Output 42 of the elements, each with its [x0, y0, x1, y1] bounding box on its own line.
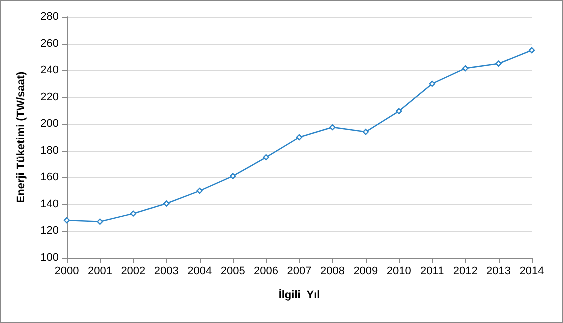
point: [528, 47, 536, 54]
point: [230, 173, 236, 180]
y-axis-title: Enerji Tüketimi (TW/saat): [16, 71, 28, 204]
point: [396, 108, 402, 114]
y-tick-label: 220: [40, 91, 59, 104]
x-tick-label: 2010: [386, 266, 412, 278]
x-tick-label: 2001: [88, 266, 112, 278]
x-tick-label: 2009: [354, 266, 378, 278]
x-tick-label: 2011: [420, 266, 444, 278]
x-tick-label: 2002: [121, 266, 146, 278]
y-tick-label: 100: [40, 252, 59, 264]
y-tick-label: 140: [40, 198, 59, 210]
x-tick-label: 2008: [320, 266, 345, 278]
y-tick-label: 200: [40, 118, 59, 130]
point: [330, 124, 336, 131]
point: [97, 218, 104, 225]
point: [462, 65, 469, 72]
point: [64, 217, 70, 224]
x-tick-label: 2005: [220, 266, 246, 278]
point: [429, 80, 436, 88]
y-tick-label: 260: [40, 38, 59, 50]
y-tick-label: 160: [40, 172, 59, 184]
x-axis-title: İlgili Yıl: [278, 288, 320, 302]
point: [296, 134, 303, 141]
point: [496, 60, 502, 67]
x-tick-label: 2012: [453, 266, 478, 278]
point: [362, 129, 370, 136]
x-tick-label: 2007: [287, 266, 312, 278]
x-tick-label: 2014: [520, 266, 544, 278]
y-tick-label: 180: [40, 144, 59, 157]
y-tick-label: 240: [40, 64, 59, 77]
y-tick-label: 120: [40, 225, 59, 238]
point: [130, 210, 137, 217]
point: [164, 200, 170, 207]
x-tick-label: 2006: [254, 266, 279, 278]
x-tick-label: 2004: [188, 266, 212, 278]
y-tick-label: 280: [40, 11, 59, 23]
point: [263, 154, 270, 161]
x-tick-label: 2000: [54, 266, 80, 278]
x-tick-label: 2003: [154, 266, 179, 278]
x-tick-label: 2013: [486, 266, 512, 278]
point: [196, 188, 203, 194]
